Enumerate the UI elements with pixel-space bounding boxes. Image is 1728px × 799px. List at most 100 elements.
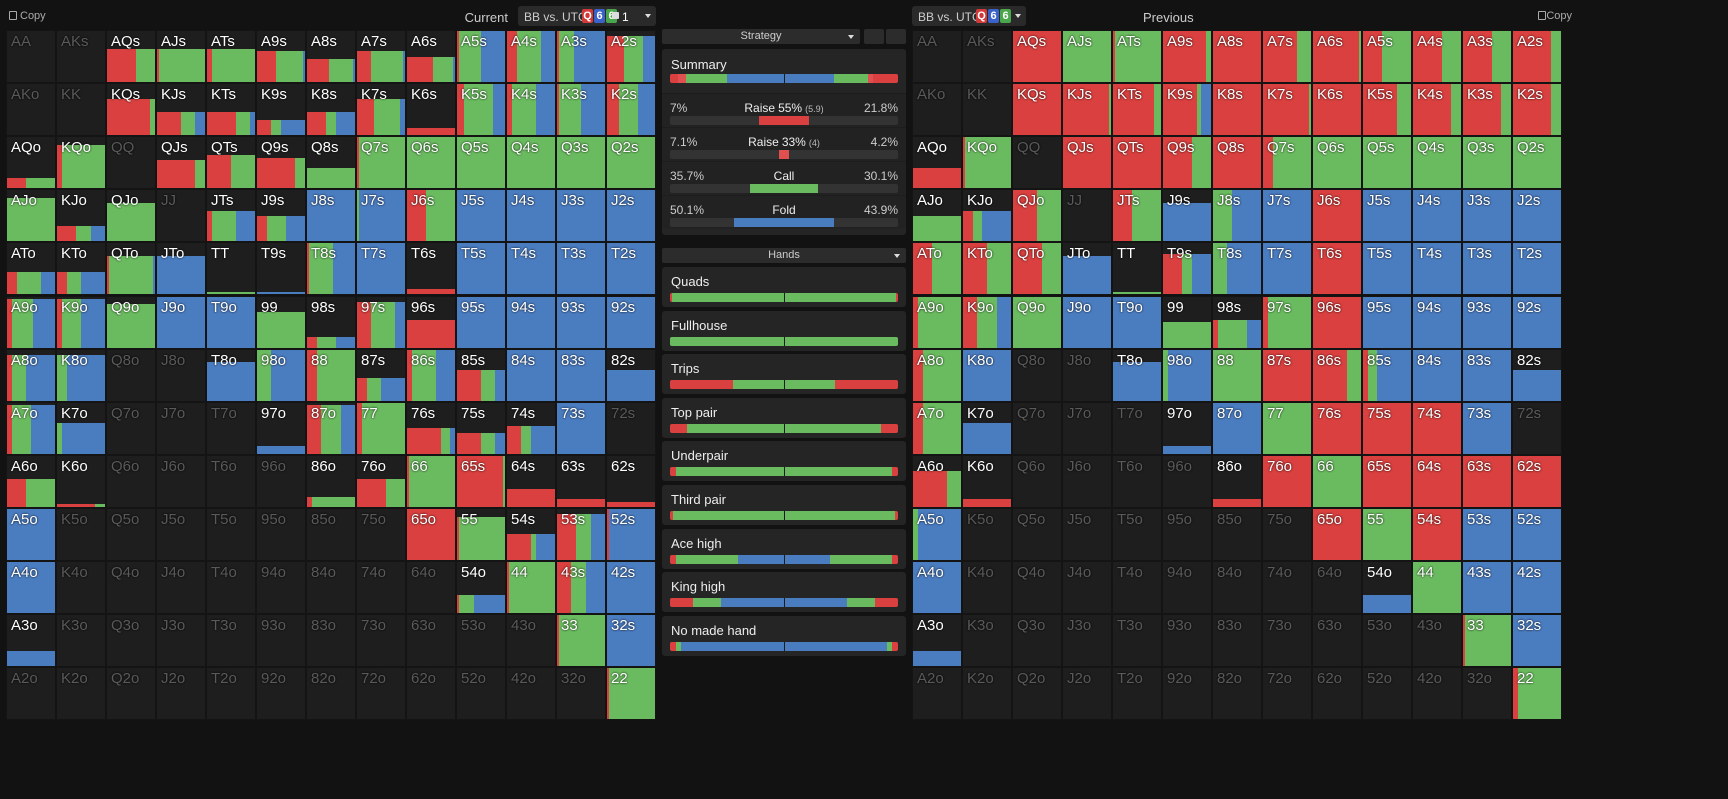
hand-cell[interactable]: 66 bbox=[406, 454, 456, 508]
hand-cell[interactable]: 64o bbox=[406, 561, 456, 615]
hand-cell[interactable]: 95o bbox=[256, 507, 306, 561]
hand-cell[interactable]: 83o bbox=[1212, 614, 1262, 668]
hand-cell[interactable]: 72s bbox=[1512, 401, 1562, 455]
hand-cell[interactable]: 22 bbox=[1512, 667, 1562, 721]
hand-cell[interactable]: 44 bbox=[1412, 561, 1462, 615]
hand-cell[interactable]: A6s bbox=[406, 30, 456, 84]
hand-cell[interactable]: A3o bbox=[6, 614, 56, 668]
hand-cell[interactable]: 96s bbox=[406, 295, 456, 349]
hand-cell[interactable]: 85o bbox=[1212, 507, 1262, 561]
hand-cell[interactable]: 42o bbox=[1412, 667, 1462, 721]
hand-cell[interactable]: AJs bbox=[1062, 30, 1112, 84]
hand-cell[interactable]: 96o bbox=[256, 454, 306, 508]
hand-cell[interactable]: K7o bbox=[962, 401, 1012, 455]
hand-cell[interactable]: K5o bbox=[56, 507, 106, 561]
hand-cell[interactable]: AKs bbox=[962, 30, 1012, 84]
hand-cell[interactable]: AQs bbox=[106, 30, 156, 84]
hand-cell[interactable]: QQ bbox=[106, 136, 156, 190]
hand-cell[interactable]: J3o bbox=[156, 614, 206, 668]
hand-cell[interactable]: K6o bbox=[962, 454, 1012, 508]
hand-cell[interactable]: 63s bbox=[556, 454, 606, 508]
hand-cell[interactable]: 62s bbox=[606, 454, 656, 508]
hand-cell[interactable]: 98s bbox=[306, 295, 356, 349]
hand-cell[interactable]: 64s bbox=[1412, 454, 1462, 508]
hand-cell[interactable]: Q6s bbox=[406, 136, 456, 190]
hand-cell[interactable]: 65s bbox=[456, 454, 506, 508]
hand-cell[interactable]: 75s bbox=[456, 401, 506, 455]
hand-cell[interactable]: T8s bbox=[306, 242, 356, 296]
hand-cell[interactable]: K9o bbox=[56, 295, 106, 349]
hand-cell[interactable]: T4s bbox=[1412, 242, 1462, 296]
hand-cell[interactable]: A5o bbox=[6, 507, 56, 561]
hand-cell[interactable]: K3s bbox=[1462, 83, 1512, 137]
spot-selector[interactable]: BB vs. UTGQ661 bbox=[518, 6, 656, 26]
hand-cell[interactable]: 76s bbox=[406, 401, 456, 455]
hand-cell[interactable]: J8s bbox=[1212, 189, 1262, 243]
hand-cell[interactable]: K6o bbox=[56, 454, 106, 508]
hand-cell[interactable]: A9s bbox=[256, 30, 306, 84]
hand-class[interactable]: Fullhouse bbox=[662, 310, 906, 351]
hand-cell[interactable]: 97s bbox=[356, 295, 406, 349]
hand-cell[interactable]: 74s bbox=[1412, 401, 1462, 455]
hand-cell[interactable]: Q4o bbox=[1012, 561, 1062, 615]
hand-cell[interactable]: KJs bbox=[1062, 83, 1112, 137]
hand-class[interactable]: Quads bbox=[662, 267, 906, 307]
hand-cell[interactable]: 33 bbox=[556, 614, 606, 668]
hand-cell[interactable]: Q3s bbox=[556, 136, 606, 190]
hand-cell[interactable]: A7s bbox=[1262, 30, 1312, 84]
hand-cell[interactable]: T5s bbox=[456, 242, 506, 296]
hand-cell[interactable]: 32o bbox=[556, 667, 606, 721]
hand-cell[interactable]: T4o bbox=[1112, 561, 1162, 615]
hand-cell[interactable]: 52s bbox=[606, 507, 656, 561]
hand-cell[interactable]: 43o bbox=[506, 614, 556, 668]
hand-cell[interactable]: T7s bbox=[356, 242, 406, 296]
hand-cell[interactable]: 42o bbox=[506, 667, 556, 721]
hand-cell[interactable]: Q9o bbox=[1012, 295, 1062, 349]
hand-cell[interactable]: Q6o bbox=[106, 454, 156, 508]
hand-cell[interactable]: Q3o bbox=[106, 614, 156, 668]
hand-cell[interactable]: J9s bbox=[256, 189, 306, 243]
hand-cell[interactable]: T5o bbox=[206, 507, 256, 561]
hand-cell[interactable]: T6s bbox=[406, 242, 456, 296]
grid-toggle[interactable] bbox=[886, 29, 906, 44]
hand-cell[interactable]: Q4s bbox=[1412, 136, 1462, 190]
hand-cell[interactable]: 63o bbox=[1312, 614, 1362, 668]
hand-cell[interactable]: A6o bbox=[6, 454, 56, 508]
hand-cell[interactable]: 72o bbox=[356, 667, 406, 721]
hand-cell[interactable]: TT bbox=[1112, 242, 1162, 296]
hand-cell[interactable]: J4s bbox=[1412, 189, 1462, 243]
hand-cell[interactable]: K8o bbox=[962, 348, 1012, 402]
hand-cell[interactable]: JJ bbox=[156, 189, 206, 243]
hand-cell[interactable]: 62s bbox=[1512, 454, 1562, 508]
hand-cell[interactable]: 95s bbox=[1362, 295, 1412, 349]
hand-cell[interactable]: K7s bbox=[1262, 83, 1312, 137]
hand-cell[interactable]: 93s bbox=[556, 295, 606, 349]
hand-cell[interactable]: 98s bbox=[1212, 295, 1262, 349]
hand-cell[interactable]: J8o bbox=[1062, 348, 1112, 402]
hand-cell[interactable]: T8s bbox=[1212, 242, 1262, 296]
hand-cell[interactable]: J7s bbox=[356, 189, 406, 243]
hand-cell[interactable]: 55 bbox=[1362, 507, 1412, 561]
hand-cell[interactable]: J7s bbox=[1262, 189, 1312, 243]
hand-cell[interactable]: KJo bbox=[962, 189, 1012, 243]
hand-cell[interactable]: 74s bbox=[506, 401, 556, 455]
hand-cell[interactable]: K3o bbox=[56, 614, 106, 668]
hand-cell[interactable]: A2o bbox=[6, 667, 56, 721]
hand-cell[interactable]: 94o bbox=[256, 561, 306, 615]
hand-cell[interactable]: JTo bbox=[156, 242, 206, 296]
hand-cell[interactable]: Q7o bbox=[106, 401, 156, 455]
hand-cell[interactable]: Q5s bbox=[456, 136, 506, 190]
hand-cell[interactable]: T4s bbox=[506, 242, 556, 296]
hands-dropdown[interactable]: Hands bbox=[662, 248, 906, 263]
hand-cell[interactable]: ATs bbox=[1112, 30, 1162, 84]
hand-cell[interactable]: AKo bbox=[6, 83, 56, 137]
hand-cell[interactable]: 94o bbox=[1162, 561, 1212, 615]
hand-cell[interactable]: 96s bbox=[1312, 295, 1362, 349]
hand-cell[interactable]: 93s bbox=[1462, 295, 1512, 349]
hand-cell[interactable]: 82s bbox=[606, 348, 656, 402]
hand-cell[interactable]: KQs bbox=[106, 83, 156, 137]
hand-cell[interactable]: 88 bbox=[306, 348, 356, 402]
hand-cell[interactable]: 62o bbox=[406, 667, 456, 721]
hand-cell[interactable]: T6o bbox=[1112, 454, 1162, 508]
hand-cell[interactable]: K7o bbox=[56, 401, 106, 455]
